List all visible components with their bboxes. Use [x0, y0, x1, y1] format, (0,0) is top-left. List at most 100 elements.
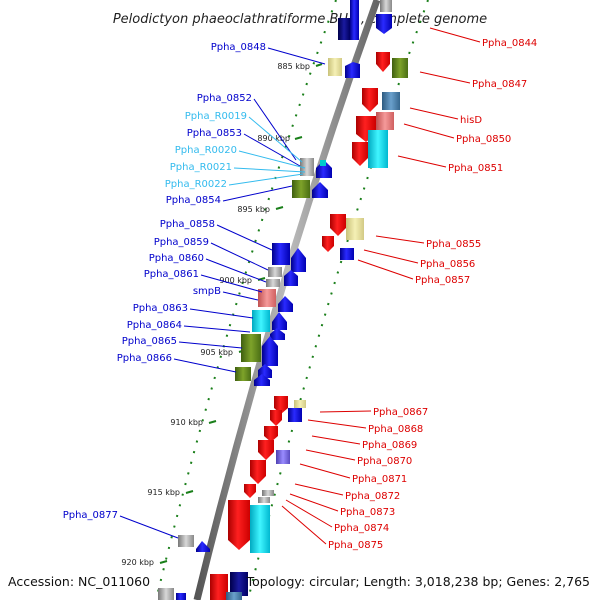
- tick-mark: [159, 560, 168, 564]
- feature-block: [268, 267, 282, 277]
- feature-block: [176, 593, 186, 600]
- feature-block: [376, 112, 394, 130]
- gene-label-Ppha_0859[interactable]: Ppha_0859: [154, 237, 209, 248]
- feature-arrow: [291, 248, 306, 272]
- feature-block: [226, 592, 242, 600]
- gene-label-Ppha_0872[interactable]: Ppha_0872: [345, 491, 400, 502]
- feature-arrow: [274, 396, 288, 414]
- feature-block: [368, 130, 388, 168]
- gene-label-Ppha_0864[interactable]: Ppha_0864: [127, 320, 182, 331]
- tick-mark: [315, 63, 323, 67]
- feature-block: [380, 0, 392, 12]
- footer-accession: Accession: NC_011060: [8, 574, 150, 589]
- tick-label: 915 kbp: [147, 488, 180, 497]
- gene-label-Ppha_0874[interactable]: Ppha_0874: [334, 523, 389, 534]
- gene-label-Ppha_0856[interactable]: Ppha_0856: [420, 259, 475, 270]
- tick-label: 905 kbp: [200, 348, 233, 357]
- feature-block: [250, 505, 270, 553]
- gene-label-Ppha_0871[interactable]: Ppha_0871: [352, 474, 407, 485]
- gene-label-smpB[interactable]: smpB: [193, 286, 221, 297]
- footer-summary: Topology: circular; Length: 3,018,238 bp…: [246, 574, 590, 589]
- feature-block: [346, 218, 364, 240]
- gene-label-Ppha_0860[interactable]: Ppha_0860: [149, 253, 204, 264]
- left-label-group: Ppha_0848 Ppha_0852 Ppha_R0019 Ppha_0853…: [63, 42, 326, 539]
- gene-label-Ppha_0855[interactable]: Ppha_0855: [426, 239, 481, 250]
- feature-block: [338, 18, 350, 40]
- feature-block: [266, 279, 280, 287]
- feature-block: [252, 310, 270, 332]
- map-title: Pelodictyon phaeoclathratiforme BU-1, co…: [113, 12, 487, 27]
- tick-label: 885 kbp: [277, 62, 310, 71]
- gene-label-Ppha_0858[interactable]: Ppha_0858: [160, 219, 215, 230]
- feature-arrow: [330, 214, 346, 236]
- feature-block: [230, 572, 248, 596]
- gene-label-Ppha_R0021[interactable]: Ppha_R0021: [170, 162, 232, 173]
- feature-block: [276, 450, 290, 464]
- tick-label: 910 kbp: [170, 418, 203, 427]
- gene-label-Ppha_0867[interactable]: Ppha_0867: [373, 407, 428, 418]
- tick-mark: [294, 136, 303, 140]
- feature-arrow: [376, 52, 390, 72]
- gene-label-Ppha_0848[interactable]: Ppha_0848: [211, 42, 266, 53]
- feature-arrow: [228, 500, 250, 550]
- tick-label: 920 kbp: [121, 558, 154, 567]
- feature-arrow: [352, 142, 368, 166]
- feature-block: [294, 400, 306, 408]
- feature-block: [340, 248, 354, 260]
- feature-block: [158, 588, 174, 600]
- gene-label-Ppha_R0022[interactable]: Ppha_R0022: [165, 179, 227, 190]
- feature-block: [258, 289, 276, 307]
- gene-label-Ppha_0847[interactable]: Ppha_0847: [472, 79, 527, 90]
- gene-label-Ppha_0866[interactable]: Ppha_0866: [117, 353, 172, 364]
- reverse-strand-features: [158, 0, 360, 600]
- genome-backbone: [193, 0, 381, 600]
- feature-arrow: [278, 296, 293, 312]
- tick-mark: [185, 490, 194, 494]
- gene-label-Ppha_R0019[interactable]: Ppha_R0019: [185, 111, 247, 122]
- feature-block: [292, 180, 310, 198]
- feature-block: [350, 0, 359, 40]
- feature-block: [210, 574, 228, 600]
- feature-arrow: [272, 312, 287, 330]
- feature-arrow: [270, 328, 285, 340]
- feature-block: [328, 58, 342, 76]
- feature-block: [392, 58, 408, 78]
- feature-arrow: [312, 182, 328, 198]
- feature-block: [320, 160, 326, 166]
- gene-label-Ppha_0850[interactable]: Ppha_0850: [456, 134, 511, 145]
- gene-label-Ppha_0844[interactable]: Ppha_0844: [482, 38, 537, 49]
- gene-label-Ppha_0870[interactable]: Ppha_0870: [357, 456, 412, 467]
- tick-label: 895 kbp: [237, 205, 270, 214]
- gene-label-Ppha_0863[interactable]: Ppha_0863: [133, 303, 188, 314]
- tick-label: 900 kbp: [219, 276, 252, 285]
- gene-label-Ppha_0854[interactable]: Ppha_0854: [166, 195, 221, 206]
- gene-label-Ppha_0857[interactable]: Ppha_0857: [415, 275, 470, 286]
- feature-block: [262, 490, 274, 496]
- gene-label-Ppha_0869[interactable]: Ppha_0869: [362, 440, 417, 451]
- gene-label-Ppha_0865[interactable]: Ppha_0865: [122, 336, 177, 347]
- tick-mark: [208, 420, 217, 424]
- gene-label-Ppha_0851[interactable]: Ppha_0851: [448, 163, 503, 174]
- gene-label-Ppha_R0020[interactable]: Ppha_R0020: [175, 145, 237, 156]
- gene-label-hisD[interactable]: hisD: [460, 115, 482, 126]
- gene-label-Ppha_0868[interactable]: Ppha_0868: [368, 424, 423, 435]
- gene-label-Ppha_0873[interactable]: Ppha_0873: [340, 507, 395, 518]
- gene-label-Ppha_0861[interactable]: Ppha_0861: [144, 269, 199, 280]
- feature-arrow: [345, 62, 360, 78]
- feature-block: [272, 243, 290, 265]
- feature-arrow: [254, 374, 270, 386]
- feature-block: [258, 497, 270, 503]
- gene-label-Ppha_0853[interactable]: Ppha_0853: [187, 128, 242, 139]
- feature-arrow: [244, 484, 256, 498]
- gene-label-Ppha_0877[interactable]: Ppha_0877: [63, 510, 118, 521]
- right-label-group: Ppha_0844 Ppha_0847 hisD Ppha_0850 Ppha_…: [281, 27, 537, 551]
- gene-label-Ppha_0852[interactable]: Ppha_0852: [197, 93, 252, 104]
- feature-arrow: [362, 88, 378, 112]
- gene-label-Ppha_0875[interactable]: Ppha_0875: [328, 540, 383, 551]
- tick-group: 885 kbp 890 kbp 895 kbp 900 kbp 905 kbp …: [121, 62, 323, 567]
- tick-track-left: [155, 0, 337, 600]
- feature-block: [235, 367, 251, 381]
- feature-arrow: [196, 541, 210, 552]
- feature-block: [288, 408, 302, 422]
